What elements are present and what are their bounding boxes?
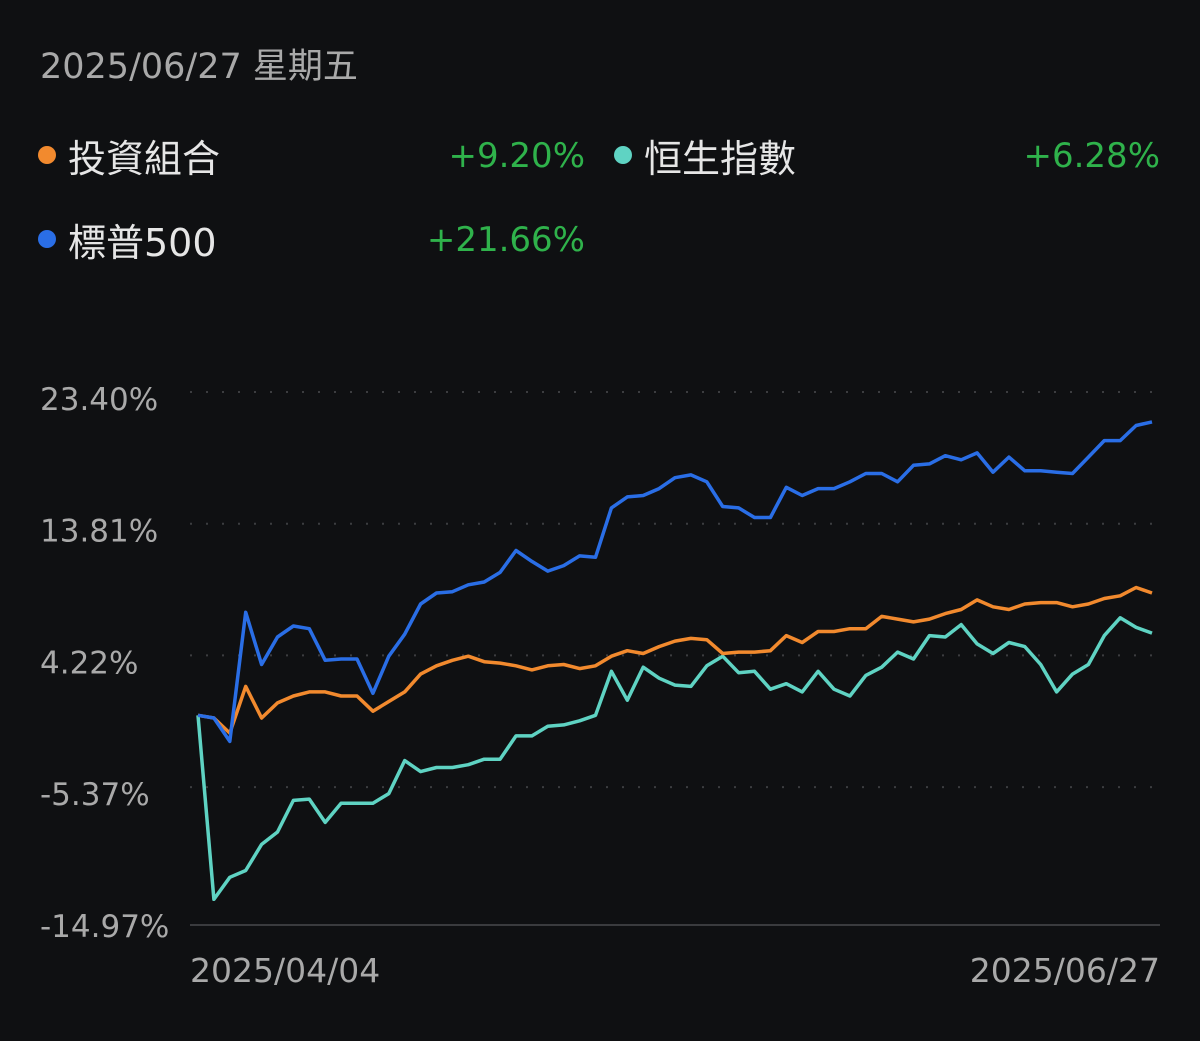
x-tick-label-start: 2025/04/04 [190, 951, 380, 990]
series-line-portfolio [197, 585, 1153, 735]
legend-label-sp500: 標普500 [68, 220, 217, 265]
y-tick-label: 23.40% [40, 382, 158, 418]
y-tick-label: -14.97% [40, 909, 169, 945]
sp500-dot-icon [38, 230, 56, 248]
y-tick-label: -5.37% [40, 777, 150, 813]
header-date: 2025/06/27 星期五 [40, 47, 358, 87]
legend-label-portfolio: 投資組合 [68, 136, 221, 181]
legend-value-sp500: +21.66% [426, 220, 585, 260]
legend-value-portfolio: +9.20% [448, 136, 586, 176]
y-tick-label: 4.22% [40, 645, 138, 681]
series-line-sp500 [197, 420, 1153, 744]
hsi-dot-icon [614, 146, 632, 164]
legend-label-hsi: 恒生指數 [644, 136, 797, 181]
x-tick-label-end: 2025/06/27 [970, 951, 1160, 990]
legend-value-hsi: +6.28% [1023, 136, 1161, 176]
legend-item-hsi[interactable]: 恒生指數 [614, 130, 797, 181]
series-line-hsi [196, 616, 1153, 902]
legend-item-portfolio[interactable]: 投資組合 [38, 130, 221, 181]
y-tick-label: 13.81% [40, 514, 158, 550]
portfolio-dot-icon [38, 146, 56, 164]
legend-item-sp500[interactable]: 標普500 [38, 214, 217, 265]
